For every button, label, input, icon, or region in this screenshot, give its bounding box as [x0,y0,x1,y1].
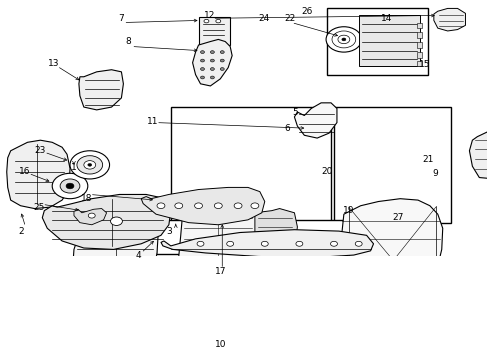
Text: 8: 8 [125,37,131,46]
Text: 14: 14 [381,14,392,23]
Text: 20: 20 [321,167,333,176]
Polygon shape [255,208,297,251]
Circle shape [88,163,92,166]
Text: 13: 13 [49,59,60,68]
Circle shape [210,59,214,62]
Text: 12: 12 [204,11,215,20]
Circle shape [210,76,214,79]
Text: 2: 2 [19,227,25,236]
Text: 10: 10 [215,340,226,349]
Circle shape [200,59,204,62]
Text: 17: 17 [215,267,226,276]
Circle shape [338,35,350,44]
Circle shape [214,203,222,208]
Circle shape [84,161,96,169]
Text: 24: 24 [258,14,270,23]
Text: 5: 5 [293,108,298,117]
Polygon shape [193,40,232,86]
Circle shape [195,203,202,208]
Bar [417,32,422,38]
Circle shape [332,31,356,48]
Text: 19: 19 [343,206,355,215]
Polygon shape [294,103,337,138]
Circle shape [175,203,183,208]
Bar [171,107,331,228]
Text: 15: 15 [419,60,431,69]
Circle shape [66,183,74,189]
Text: 21: 21 [422,155,434,164]
Polygon shape [7,140,70,208]
Text: 9: 9 [432,169,438,178]
Circle shape [331,241,338,246]
Polygon shape [42,194,171,249]
Polygon shape [434,8,465,31]
Polygon shape [74,208,107,225]
Circle shape [220,51,224,54]
Text: 1: 1 [71,163,77,172]
Circle shape [200,68,204,71]
Polygon shape [161,230,373,258]
Polygon shape [339,199,443,319]
Circle shape [210,68,214,71]
Circle shape [220,59,224,62]
Circle shape [261,241,268,246]
Circle shape [296,241,303,246]
Circle shape [111,217,122,225]
Circle shape [210,51,214,54]
Polygon shape [469,128,490,179]
Circle shape [200,51,204,54]
Circle shape [70,151,110,179]
Text: 16: 16 [19,167,30,176]
Bar [417,42,422,48]
Polygon shape [72,200,159,338]
Text: 11: 11 [147,117,159,126]
Circle shape [220,68,224,71]
Bar [359,15,420,66]
Polygon shape [141,188,265,225]
Text: 27: 27 [392,213,404,222]
Circle shape [60,179,80,193]
Bar [417,52,422,58]
Circle shape [52,173,88,199]
Circle shape [355,241,362,246]
Text: 23: 23 [35,146,46,155]
Circle shape [197,241,204,246]
Polygon shape [79,70,123,110]
Circle shape [88,213,95,218]
Text: 18: 18 [81,194,93,203]
Circle shape [200,76,204,79]
Circle shape [234,203,242,208]
Bar [327,8,428,75]
Bar [156,220,378,254]
Circle shape [342,38,346,41]
Bar [198,17,230,45]
Text: 7: 7 [119,14,124,23]
Circle shape [251,203,259,208]
Circle shape [326,27,362,52]
Bar [334,107,451,223]
Text: 22: 22 [284,14,295,23]
Circle shape [77,156,102,174]
Text: 3: 3 [166,227,172,236]
Text: 26: 26 [302,7,313,16]
Circle shape [216,19,221,23]
Text: 4: 4 [135,251,141,260]
Bar [417,60,422,66]
Circle shape [204,19,209,23]
Text: 6: 6 [285,124,291,133]
Circle shape [157,203,165,208]
Polygon shape [179,204,258,285]
Circle shape [227,241,234,246]
Bar [417,23,422,28]
Text: 25: 25 [34,203,45,212]
